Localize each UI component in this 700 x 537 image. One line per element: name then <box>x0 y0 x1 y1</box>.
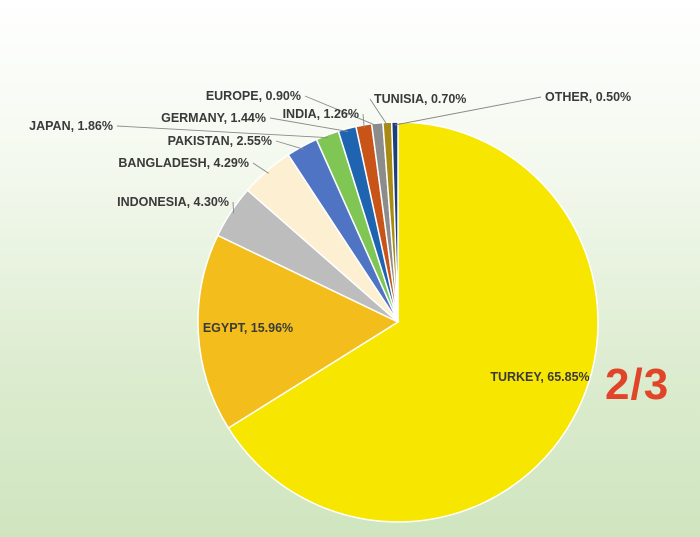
leader-line-germany <box>269 117 348 132</box>
leader-line-europe <box>304 95 378 127</box>
slice-label-other: OTHER, 0.50% <box>545 90 631 104</box>
leader-line-other <box>394 96 542 126</box>
slice-label-indonesia: INDONESIA, 4.30% <box>117 195 229 209</box>
leader-line-indonesia <box>232 201 235 214</box>
slice-label-europe: EUROPE, 0.90% <box>206 89 301 103</box>
slice-label-japan: JAPAN, 1.86% <box>29 119 113 133</box>
pie-slice-other <box>390 121 399 323</box>
slice-label-tunisia: TUNISIA, 0.70% <box>374 92 466 106</box>
slice-label-pakistan: PAKISTAN, 2.55% <box>168 134 272 148</box>
pie-slice-turkey <box>227 121 599 523</box>
leader-line-tunisia <box>369 98 388 126</box>
leader-line-pakistan <box>275 140 304 150</box>
slice-label-bangladesh: BANGLADESH, 4.29% <box>118 156 249 170</box>
slice-label-turkey: TURKEY, 65.85% <box>490 370 589 384</box>
fraction-annotation: 2/3 <box>605 360 670 409</box>
pie-slice-egypt <box>197 234 400 430</box>
leader-line-bangladesh <box>252 162 269 174</box>
leader-line-japan <box>116 125 329 139</box>
slice-label-india: INDIA, 1.26% <box>283 107 359 121</box>
slice-label-germany: GERMANY, 1.44% <box>161 111 266 125</box>
leader-line-india <box>362 113 365 128</box>
slice-label-egypt: EGYPT, 15.96% <box>203 321 293 335</box>
